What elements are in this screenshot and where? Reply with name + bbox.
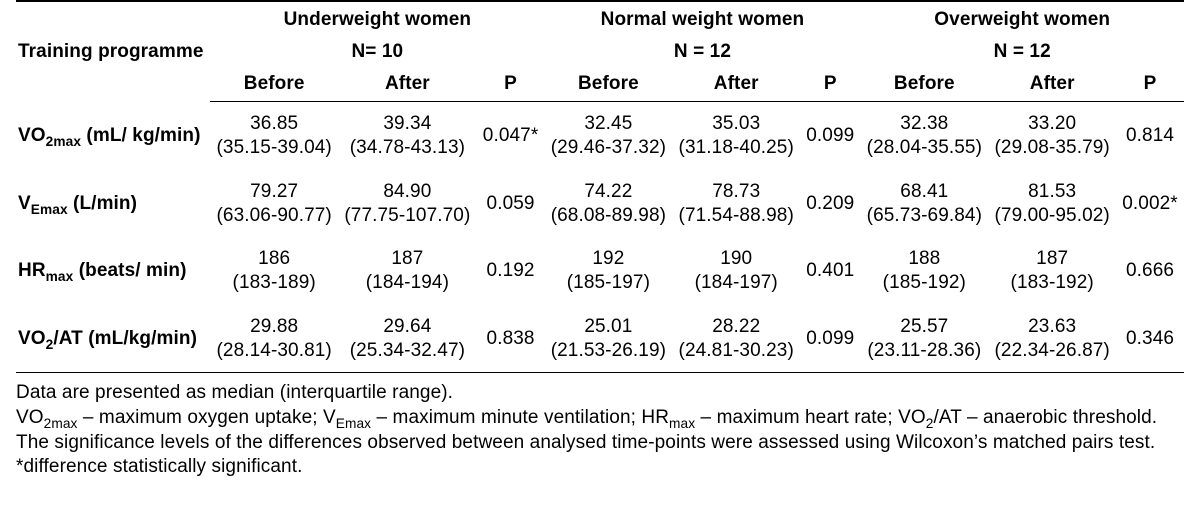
g0-p: 0.047* <box>477 102 545 170</box>
footnote-line-1: Data are presented as median (interquart… <box>16 381 1184 406</box>
col-p-0: P <box>477 68 545 102</box>
col-after-1: After <box>672 68 800 102</box>
g2-before: 32.38(28.04-35.55) <box>860 102 988 170</box>
g1-p: 0.209 <box>800 170 860 238</box>
g1-p: 0.099 <box>800 305 860 373</box>
group-title-2: Overweight women <box>860 1 1184 36</box>
col-p-1: P <box>800 68 860 102</box>
g0-before: 186(183-189) <box>210 237 338 305</box>
footnote-line-3: The significance levels of the differenc… <box>16 431 1184 456</box>
g2-after: 33.20(29.08-35.79) <box>988 102 1116 170</box>
row-label: HRmax (beats/ min) <box>16 237 210 305</box>
g2-p: 0.346 <box>1116 305 1184 373</box>
g0-p: 0.059 <box>477 170 545 238</box>
g1-after: 190(184-197) <box>672 237 800 305</box>
col-before-1: Before <box>544 68 672 102</box>
col-before-0: Before <box>210 68 338 102</box>
col-after-2: After <box>988 68 1116 102</box>
g2-before: 68.41(65.73-69.84) <box>860 170 988 238</box>
g0-after: 39.34(34.78-43.13) <box>338 102 477 170</box>
group-title-1: Normal weight women <box>544 1 860 36</box>
g2-p: 0.002* <box>1116 170 1184 238</box>
g1-after: 35.03(31.18-40.25) <box>672 102 800 170</box>
g0-after: 84.90(77.75-107.70) <box>338 170 477 238</box>
results-table: Training programme Underweight women Nor… <box>16 0 1184 373</box>
footnote-line-2: VO2max – maximum oxygen uptake; VEmax – … <box>16 406 1184 431</box>
g0-before: 36.85(35.15-39.04) <box>210 102 338 170</box>
g1-p: 0.099 <box>800 102 860 170</box>
training-programme-header: Training programme <box>16 1 210 102</box>
table-body: VO2max (mL/ kg/min)36.85(35.15-39.04)39.… <box>16 102 1184 373</box>
g0-after: 29.64(25.34-32.47) <box>338 305 477 373</box>
col-after-0: After <box>338 68 477 102</box>
g1-before: 74.22(68.08-89.98) <box>544 170 672 238</box>
col-before-2: Before <box>860 68 988 102</box>
g1-before: 32.45(29.46-37.32) <box>544 102 672 170</box>
row-label: VO2max (mL/ kg/min) <box>16 102 210 170</box>
g2-after: 187(183-192) <box>988 237 1116 305</box>
group-n-2: N = 12 <box>860 36 1184 68</box>
col-p-2: P <box>1116 68 1184 102</box>
g0-before: 29.88(28.14-30.81) <box>210 305 338 373</box>
row-label: VEmax (L/min) <box>16 170 210 238</box>
footnotes: Data are presented as median (interquart… <box>16 381 1184 480</box>
g2-p: 0.666 <box>1116 237 1184 305</box>
table-row: VO2/AT (mL/kg/min)29.88(28.14-30.81)29.6… <box>16 305 1184 373</box>
g2-p: 0.814 <box>1116 102 1184 170</box>
table-row: VO2max (mL/ kg/min)36.85(35.15-39.04)39.… <box>16 102 1184 170</box>
table-row: HRmax (beats/ min)186(183-189)187(184-19… <box>16 237 1184 305</box>
footnote-line-4: *difference statistically significant. <box>16 455 1184 480</box>
g1-p: 0.401 <box>800 237 860 305</box>
g0-before: 79.27(63.06-90.77) <box>210 170 338 238</box>
table-row: VEmax (L/min)79.27(63.06-90.77)84.90(77.… <box>16 170 1184 238</box>
g0-p: 0.838 <box>477 305 545 373</box>
g1-before: 25.01(21.53-26.19) <box>544 305 672 373</box>
g1-after: 78.73(71.54-88.98) <box>672 170 800 238</box>
g2-after: 23.63(22.34-26.87) <box>988 305 1116 373</box>
table-header: Training programme Underweight women Nor… <box>16 1 1184 102</box>
group-title-0: Underweight women <box>210 1 544 36</box>
g0-p: 0.192 <box>477 237 545 305</box>
g2-before: 188(185-192) <box>860 237 988 305</box>
group-n-0: N= 10 <box>210 36 544 68</box>
g2-before: 25.57(23.11-28.36) <box>860 305 988 373</box>
group-n-1: N = 12 <box>544 36 860 68</box>
g2-after: 81.53(79.00-95.02) <box>988 170 1116 238</box>
row-label: VO2/AT (mL/kg/min) <box>16 305 210 373</box>
g0-after: 187(184-194) <box>338 237 477 305</box>
g1-before: 192(185-197) <box>544 237 672 305</box>
g1-after: 28.22(24.81-30.23) <box>672 305 800 373</box>
table-container: Training programme Underweight women Nor… <box>0 0 1200 492</box>
